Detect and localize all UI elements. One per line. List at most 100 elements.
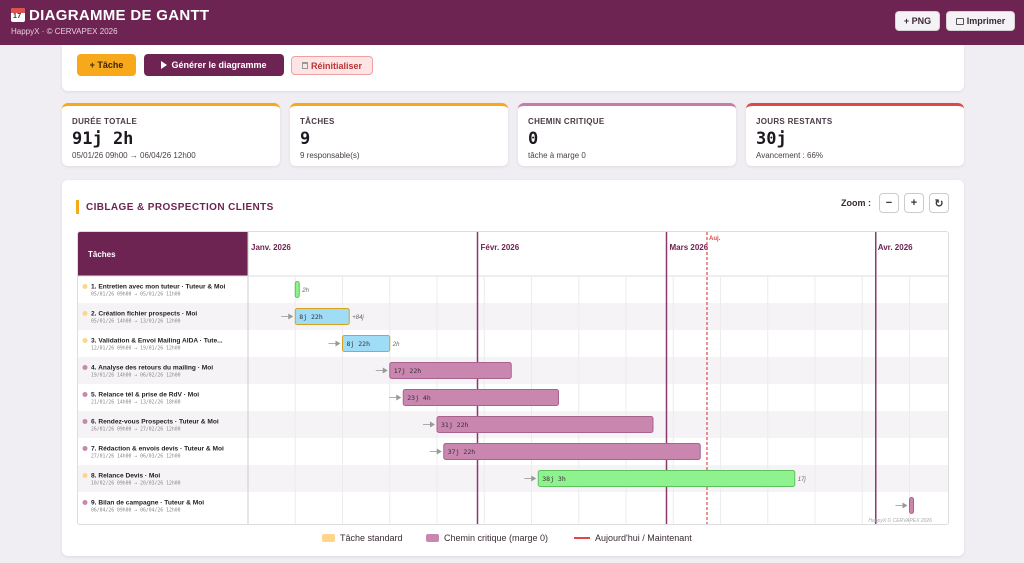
task-name: 1. Entretien avec mon tuteur · Tuteur & …: [91, 284, 225, 291]
task-name: 7. Rédaction & envois devis · Tuteur & M…: [91, 446, 224, 453]
zoom-out-button[interactable]: −: [879, 193, 899, 213]
stat-value: 0: [528, 129, 539, 149]
reset-button[interactable]: Réinitialiser: [291, 56, 373, 75]
legend-swatch: [426, 534, 439, 542]
task-bar: [909, 497, 914, 514]
stat-critical-path: CHEMIN CRITIQUE 0 tâche à marge 0: [518, 103, 736, 166]
task-bar-label: 37j 22h: [448, 448, 475, 456]
task-slack-label: 17j: [798, 477, 807, 483]
gantt-svg: Tâches Janv. 2026 Févr. 2026 Mars 2026 Avr. …: [78, 232, 948, 524]
task-dot: [82, 284, 88, 289]
generate-chart-button[interactable]: Générer le diagramme: [144, 54, 284, 76]
task-dates: 06/04/26 09h00 → 06/04/26 12h00: [91, 508, 181, 514]
task-slack-label: +84j: [352, 315, 364, 321]
task-bar: [294, 281, 300, 298]
task-dot: [82, 473, 88, 478]
zoom-reset-button[interactable]: ↻: [929, 193, 949, 213]
task-name: 9. Bilan de campagne · Tuteur & Moi: [91, 500, 204, 507]
task-bar: [436, 416, 654, 433]
legend-label: Aujourd'hui / Maintenant: [595, 533, 692, 543]
task-name: 2. Création fichier prospects · Moi: [91, 311, 197, 318]
dependency-arrow: [902, 502, 908, 509]
task-dates: 05/01/26 14h00 → 13/01/26 12h00: [91, 319, 181, 325]
task-bar: [537, 470, 796, 487]
task-dot: [82, 500, 88, 505]
stat-sub: Avancement : 66%: [756, 151, 824, 160]
legend-line: [574, 537, 590, 539]
legend-swatch: [322, 534, 335, 542]
month-label: Janv. 2026: [251, 243, 291, 252]
stat-sub: tâche à marge 0: [528, 151, 586, 160]
task-bar: [443, 443, 701, 460]
task-dot: [82, 365, 88, 370]
task-dot: [82, 392, 88, 397]
dependency-arrow: [335, 340, 341, 347]
task-dates: 26/01/26 09h00 → 27/02/26 12h00: [91, 427, 181, 433]
title-accent: [76, 200, 79, 214]
zoom-in-button[interactable]: +: [904, 193, 924, 213]
task-bar-label: 17j 22h: [394, 367, 421, 375]
task-slack-label: 2h: [392, 342, 400, 348]
dependency-arrow: [396, 394, 402, 401]
task-bar: [389, 362, 512, 379]
row-stripe: [78, 303, 948, 330]
print-button[interactable]: Imprimer: [946, 11, 1015, 31]
task-dates: 19/01/26 14h00 → 06/02/26 12h00: [91, 373, 181, 379]
task-bar: [342, 335, 391, 352]
task-dates: 27/01/26 14h00 → 06/03/26 12h00: [91, 454, 181, 460]
stat-days-remaining: JOURS RESTANTS 30j Avancement : 66%: [746, 103, 964, 166]
task-name: 4. Analyse des retours du mailing · Moi: [91, 365, 213, 372]
app-title-text: DIAGRAMME DE GANTT: [29, 7, 210, 24]
calendar-icon: [11, 8, 25, 22]
dependency-arrow: [531, 475, 537, 482]
stat-sub: 9 responsable(s): [300, 151, 360, 160]
tasks-header-bg: [78, 232, 248, 276]
task-bar: [402, 389, 559, 406]
legend-today: Aujourd'hui / Maintenant: [574, 533, 692, 543]
toolbar-card: + Tâche Générer le diagramme Réinitialis…: [62, 45, 964, 91]
task-bar-label: 8j 22h: [299, 313, 323, 321]
row-stripe: [78, 465, 948, 492]
print-button-label: Imprimer: [966, 16, 1006, 26]
gantt-chart: Tâches Janv. 2026 Févr. 2026 Mars 2026 Avr. …: [77, 231, 949, 525]
app-header: DIAGRAMME DE GANTT HappyX · © CERVAPEX 2…: [0, 0, 1024, 45]
stat-label: JOURS RESTANTS: [756, 117, 833, 126]
task-name: 3. Validation & Envoi Mailing AIDA · Tut…: [91, 338, 223, 345]
task-dates: 12/01/26 09h00 → 19/01/26 12h00: [91, 346, 181, 352]
legend-critical: Chemin critique (marge 0): [426, 533, 548, 543]
task-bar-label: 8j 22h: [347, 340, 371, 348]
stat-label: TÂCHES: [300, 117, 335, 126]
legend-label: Tâche standard: [340, 533, 403, 543]
dependency-arrow: [430, 421, 435, 428]
trash-icon: [301, 62, 308, 69]
task-slack-label: 2h: [301, 288, 309, 294]
legend-label: Chemin critique (marge 0): [444, 533, 549, 543]
row-stripe: [78, 357, 948, 384]
task-bar-label: 31j 22h: [441, 421, 468, 429]
task-dot: [82, 311, 88, 316]
stat-sub: 05/01/26 09h00 → 06/04/26 12h00: [72, 151, 196, 160]
task-dot: [82, 446, 88, 451]
generate-chart-label: Générer le diagramme: [171, 60, 267, 70]
dependency-arrow: [436, 448, 442, 455]
tasks-header: Tâches: [88, 250, 116, 259]
dependency-arrow: [288, 313, 294, 320]
stat-label: CHEMIN CRITIQUE: [528, 117, 605, 126]
task-dates: 05/01/26 09h00 → 05/01/26 11h00: [91, 292, 181, 298]
task-bar-label: 38j 3h: [542, 475, 566, 483]
task-bar-label: 23j 4h: [407, 394, 431, 402]
add-task-button[interactable]: + Tâche: [77, 54, 136, 76]
export-png-button[interactable]: + PNG: [895, 11, 940, 31]
month-label: Avr. 2026: [878, 243, 913, 252]
stat-value: 91j 2h: [72, 129, 134, 149]
stat-value: 30j: [756, 129, 787, 149]
dependency-arrow: [382, 367, 388, 374]
gantt-title: CIBLAGE & PROSPECTION CLIENTS: [86, 202, 274, 213]
app-title: DIAGRAMME DE GANTT: [11, 7, 209, 24]
task-dot: [82, 338, 88, 343]
task-dot: [82, 419, 88, 424]
task-name: 6. Rendez-vous Prospects · Tuteur & Moi: [91, 419, 219, 426]
stat-tasks: TÂCHES 9 9 responsable(s): [290, 103, 508, 166]
gantt-card: CIBLAGE & PROSPECTION CLIENTS Zoom : − +…: [62, 180, 964, 556]
task-bar: [294, 308, 350, 325]
